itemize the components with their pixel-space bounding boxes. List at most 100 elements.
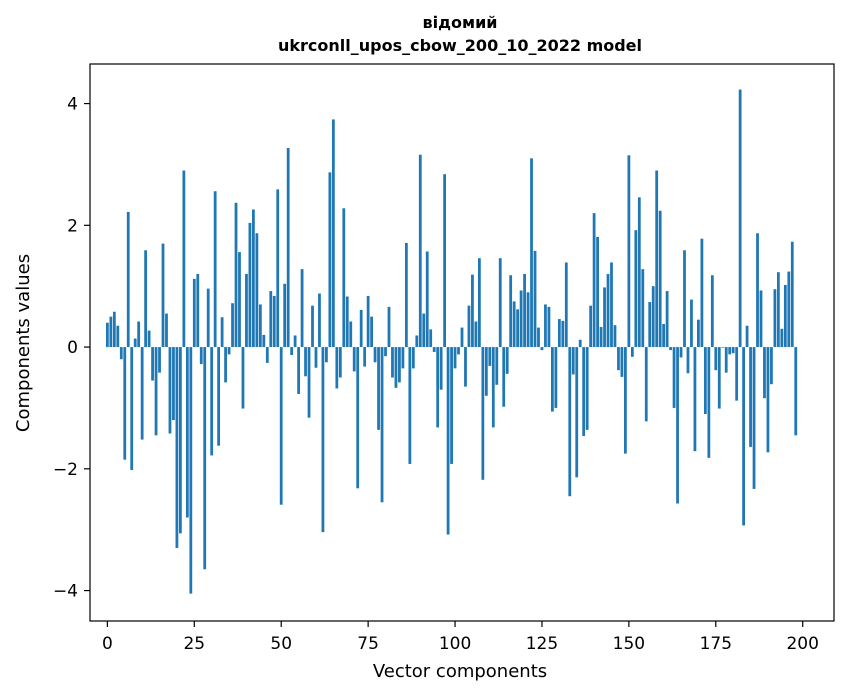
bar-88 (411, 347, 415, 369)
bar-182 (738, 89, 742, 348)
bar-23 (185, 347, 189, 518)
bar-186 (752, 347, 756, 489)
bar-140 (592, 213, 596, 348)
y-tick-label: 0 (67, 338, 78, 358)
bar-146 (613, 325, 617, 348)
bar-14 (154, 347, 158, 436)
bar-24 (189, 347, 193, 594)
bar-64 (328, 172, 332, 348)
bar-4 (119, 347, 123, 360)
bar-90 (418, 154, 422, 348)
bar-46 (265, 347, 269, 363)
x-tick-label: 200 (786, 634, 818, 654)
bar-110 (488, 347, 492, 366)
bar-6 (126, 211, 130, 348)
bar-69 (345, 296, 349, 348)
bar-151 (630, 347, 634, 357)
bar-144 (606, 274, 610, 348)
bar-185 (749, 347, 752, 447)
bar-171 (700, 238, 704, 348)
bar-85 (401, 347, 405, 369)
bar-56 (300, 269, 304, 348)
bar-13 (151, 347, 154, 381)
bar-132 (564, 262, 568, 348)
bar-125 (540, 347, 544, 351)
bar-21 (179, 347, 182, 534)
y-tick-label: −4 (53, 582, 78, 602)
bar-73 (359, 309, 363, 348)
bar-130 (557, 319, 561, 348)
bar-158 (655, 170, 659, 348)
bar-35 (227, 347, 231, 355)
bar-112 (495, 347, 499, 385)
bar-192 (773, 289, 777, 348)
bar-183 (742, 347, 745, 526)
bar-17 (165, 313, 168, 348)
plot-frame (89, 63, 835, 622)
bar-181 (735, 347, 739, 401)
bar-169 (693, 347, 697, 452)
bar-116 (509, 275, 513, 348)
bar-11 (144, 250, 148, 348)
bar-105 (471, 274, 474, 348)
bar-118 (516, 309, 520, 348)
bar-167 (686, 347, 690, 374)
bar-62 (321, 347, 325, 533)
bar-22 (182, 170, 186, 348)
bar-106 (474, 321, 478, 348)
bar-111 (491, 347, 495, 428)
bar-164 (676, 347, 679, 504)
bar-26 (196, 274, 200, 348)
bar-87 (408, 347, 412, 464)
bar-0 (105, 322, 109, 348)
bar-19 (172, 347, 175, 421)
bar-115 (505, 347, 509, 374)
bar-94 (432, 347, 436, 352)
bar-101 (457, 347, 460, 355)
bar-5 (123, 347, 127, 460)
x-tick-label: 25 (183, 634, 205, 654)
chart-subtitle: ukrconll_upos_cbow_200_10_2022 model (278, 36, 642, 55)
bar-3 (116, 325, 120, 348)
bar-51 (283, 283, 287, 348)
bar-89 (415, 335, 419, 348)
bar-121 (526, 292, 530, 348)
bar-124 (537, 327, 540, 348)
bar-77 (373, 347, 377, 363)
bar-43 (255, 233, 259, 348)
bar-180 (731, 347, 735, 354)
bar-2 (112, 311, 116, 348)
bar-20 (175, 347, 179, 548)
bar-103 (464, 347, 467, 387)
bar-162 (669, 347, 672, 351)
bar-53 (290, 347, 294, 355)
bar-76 (370, 316, 373, 348)
bar-173 (707, 347, 711, 458)
bar-32 (217, 347, 221, 446)
bar-74 (363, 347, 367, 367)
bar-123 (533, 250, 537, 348)
bar-72 (356, 347, 360, 489)
x-tick-label: 50 (270, 634, 292, 654)
bar-79 (380, 347, 384, 503)
bar-184 (745, 325, 749, 348)
bar-126 (544, 304, 547, 348)
bar-63 (325, 347, 328, 363)
bar-38 (238, 252, 241, 348)
bar-98 (446, 347, 450, 535)
bar-108 (481, 347, 485, 480)
bar-27 (199, 347, 203, 365)
bar-143 (603, 287, 606, 348)
bar-78 (377, 347, 380, 430)
bar-100 (453, 347, 457, 369)
bar-136 (578, 339, 582, 348)
bar-65 (331, 119, 335, 348)
bar-138 (585, 347, 589, 430)
bar-33 (220, 317, 224, 348)
bar-8 (133, 338, 137, 348)
bar-127 (547, 306, 551, 348)
bar-135 (575, 347, 579, 478)
bar-149 (624, 347, 627, 454)
bar-176 (717, 347, 721, 409)
bar-113 (498, 258, 502, 348)
